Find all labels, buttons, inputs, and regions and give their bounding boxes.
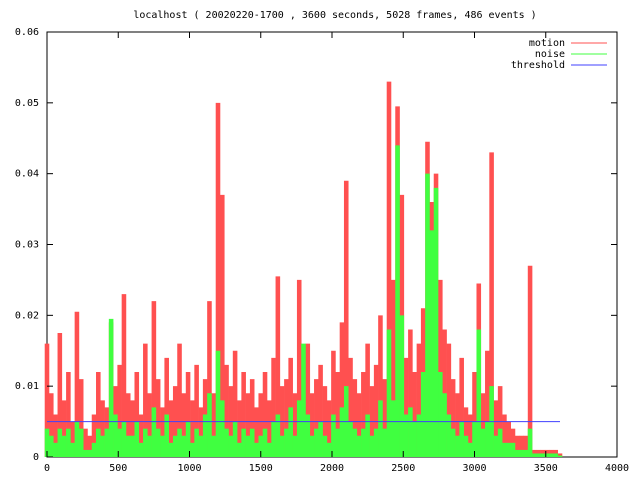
legend-label: motion <box>529 38 565 49</box>
y-tick-label: 0.01 <box>15 381 39 392</box>
chart-title: localhost ( 20020220-1700 , 3600 seconds… <box>133 10 536 21</box>
y-tick-label: 0.04 <box>15 169 39 180</box>
x-tick-label: 1000 <box>177 463 201 474</box>
x-tick-label: 3500 <box>534 463 558 474</box>
x-tick-label: 1500 <box>249 463 273 474</box>
x-tick-label: 0 <box>44 463 50 474</box>
x-tick-label: 3000 <box>462 463 486 474</box>
y-tick-label: 0.02 <box>15 310 39 321</box>
x-tick-label: 4000 <box>605 463 629 474</box>
legend-label: noise <box>535 49 565 60</box>
legend-label: threshold <box>511 60 565 71</box>
y-tick-label: 0.06 <box>15 27 39 38</box>
x-tick-label: 2500 <box>391 463 415 474</box>
y-tick-label: 0.03 <box>15 240 39 251</box>
y-tick-label: 0.05 <box>15 98 39 109</box>
y-tick-label: 0 <box>33 452 39 463</box>
x-tick-label: 500 <box>109 463 127 474</box>
x-tick-label: 2000 <box>320 463 344 474</box>
